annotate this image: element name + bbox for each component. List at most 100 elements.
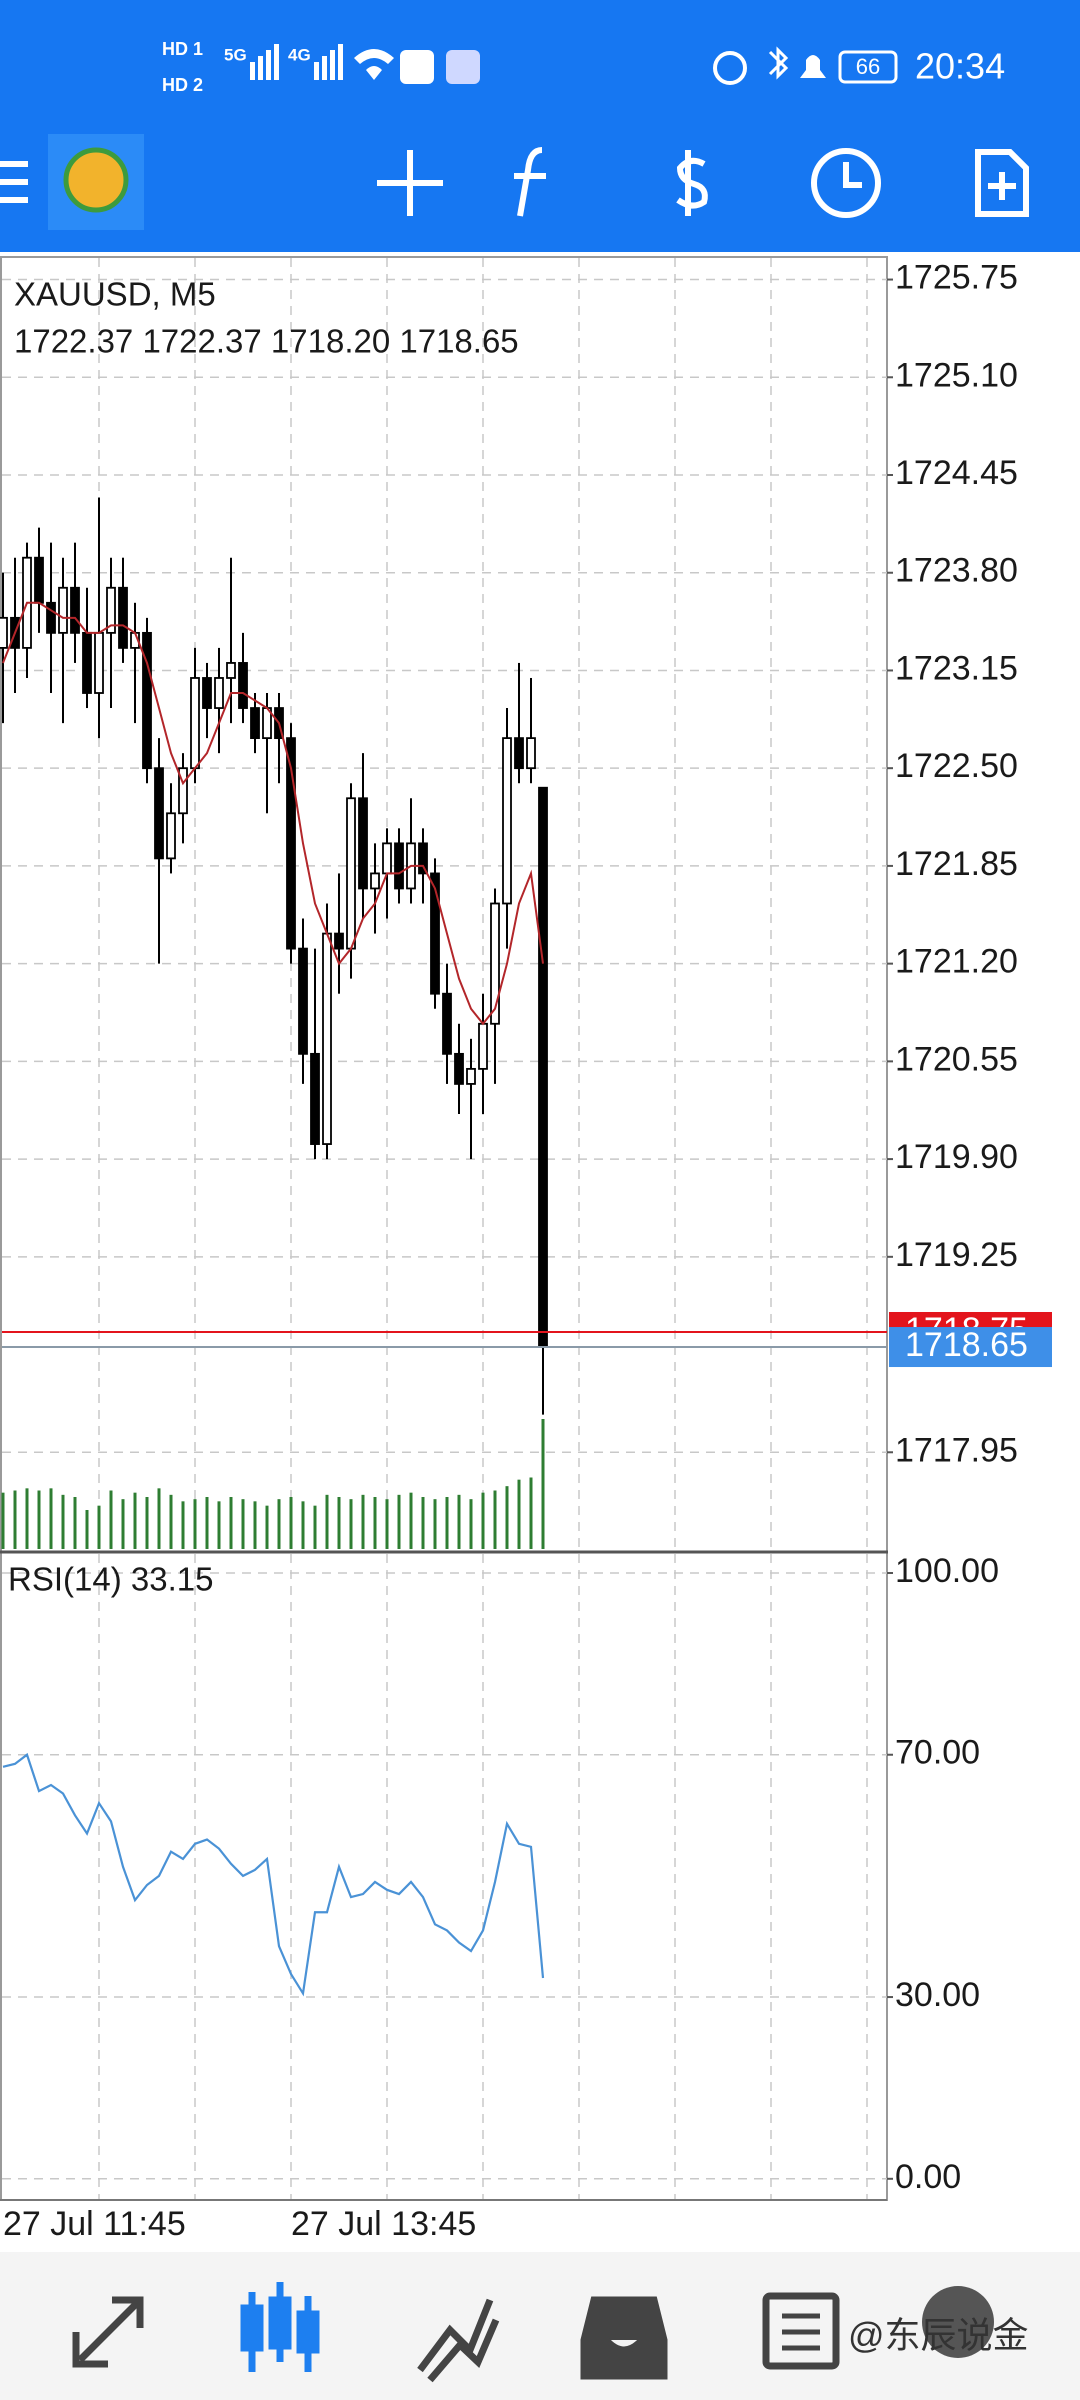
volume-bar — [49, 1488, 53, 1549]
volume-bar — [61, 1494, 65, 1549]
y-tick-label: 1717.95 — [895, 1431, 1018, 1469]
volume-bar — [385, 1499, 389, 1549]
candle-body — [82, 631, 92, 694]
volume-bar — [529, 1477, 533, 1549]
volume-bar — [253, 1501, 257, 1549]
volume-bar — [1, 1492, 5, 1549]
candle-body — [34, 556, 44, 604]
candle-body — [178, 767, 188, 815]
wifi — [354, 49, 394, 80]
app-bar — [0, 0, 1080, 252]
battery-level: 66 — [856, 54, 880, 79]
nav-news-lines — [782, 2313, 820, 2351]
signal — [250, 62, 255, 80]
y-tick-label: 70.00 — [895, 1734, 980, 1772]
chart-frame — [0, 256, 888, 2201]
volume-bar — [481, 1492, 485, 1549]
indicator-button[interactable] — [514, 147, 546, 217]
volume-bar — [109, 1490, 113, 1549]
crosshair-button[interactable] — [377, 150, 443, 216]
volume-bar — [541, 1419, 545, 1549]
nav-history[interactable] — [580, 2296, 668, 2380]
mute-icon — [800, 55, 826, 78]
volume-bar — [121, 1499, 125, 1549]
candle-body — [538, 786, 548, 1348]
candle-body — [442, 992, 452, 1055]
volume-bar — [289, 1497, 293, 1549]
y-tick-label: 1725.75 — [895, 259, 1018, 297]
candle-body — [190, 677, 200, 770]
volume-bar — [217, 1501, 221, 1549]
candle-body — [0, 616, 8, 649]
volume-bar — [277, 1499, 281, 1549]
trade-button[interactable] — [676, 150, 708, 216]
nav-settings[interactable] — [922, 2286, 994, 2358]
candle-body — [454, 1052, 464, 1085]
volume-bar — [73, 1497, 77, 1549]
battery — [838, 50, 898, 84]
nav-trade[interactable] — [417, 2298, 500, 2383]
bid-label: 1718.65 — [905, 1326, 1028, 1364]
history-hand — [843, 162, 862, 188]
bid-label-box — [889, 1327, 1052, 1368]
signal — [266, 50, 271, 80]
nav-news[interactable] — [762, 2292, 840, 2370]
app-icon — [446, 50, 480, 84]
candle-body — [166, 812, 176, 860]
net-5g: 5G — [224, 45, 247, 64]
candle-body — [334, 932, 344, 950]
history-button[interactable] — [811, 148, 881, 218]
y-tick-label: 1720.55 — [895, 1040, 1018, 1078]
y-tick-label: 0.00 — [895, 2158, 961, 2196]
volume-bar — [433, 1499, 437, 1549]
candle-body — [418, 842, 428, 875]
volume-bar — [85, 1510, 89, 1549]
volume-bar — [193, 1499, 197, 1549]
candle-body — [226, 662, 236, 679]
new-order-button[interactable] — [975, 149, 1029, 217]
volume-bar — [145, 1497, 149, 1549]
app-logo-mark — [63, 147, 129, 213]
volume-bar — [37, 1490, 41, 1549]
candle-body — [526, 737, 536, 770]
volume-bar — [13, 1490, 17, 1549]
volume-bar — [373, 1497, 377, 1549]
volume-bar — [133, 1492, 137, 1549]
y-tick-label: 1721.85 — [895, 845, 1018, 883]
y-tick-label: 100.00 — [895, 1552, 999, 1590]
signal — [258, 56, 263, 80]
alarm-icon — [713, 51, 747, 85]
candle-body — [46, 601, 56, 634]
volume-bar — [181, 1501, 185, 1549]
toolbar — [0, 134, 1029, 230]
moving-average — [2, 601, 544, 1026]
candle-body — [478, 1022, 488, 1070]
x-tick-label: 27 Jul 11:45 — [3, 2205, 186, 2243]
signal — [322, 56, 327, 80]
y-tick-label: 1722.50 — [895, 747, 1018, 785]
candle-body — [70, 586, 80, 634]
y-tick-label: 1724.45 — [895, 454, 1018, 492]
menu-button[interactable] — [0, 161, 28, 203]
candle-body — [358, 797, 368, 890]
volume-bar — [169, 1494, 173, 1549]
volume-bar — [241, 1499, 245, 1549]
candle-body — [202, 677, 212, 709]
nav-quotes[interactable] — [72, 2296, 144, 2368]
candle-body — [514, 737, 524, 770]
candle-body — [238, 662, 248, 709]
clock: 20:34 — [915, 46, 1005, 87]
volume-bar — [97, 1505, 101, 1549]
candle-body — [154, 767, 164, 860]
candle-body — [58, 586, 68, 634]
status-bar: HD 1 HD 2 5G 4G 66 20:34 — [162, 39, 1005, 95]
volume-bar — [301, 1501, 305, 1549]
candle-body — [310, 1052, 320, 1145]
hd1: HD 1 — [162, 39, 203, 59]
volume-bar — [409, 1492, 413, 1549]
candle-body — [382, 842, 392, 875]
volume-bar — [229, 1497, 233, 1549]
candle-body — [322, 932, 332, 1145]
nav-chart[interactable] — [240, 2282, 320, 2372]
